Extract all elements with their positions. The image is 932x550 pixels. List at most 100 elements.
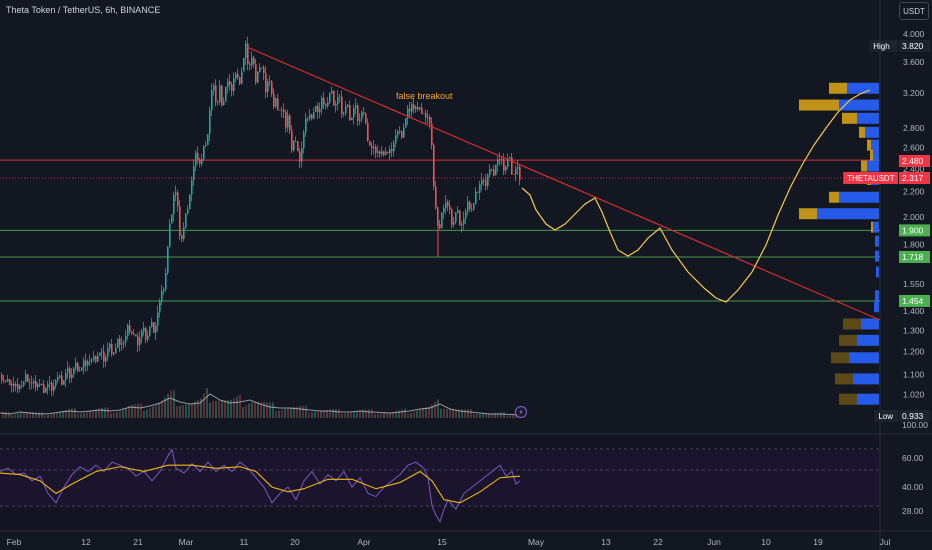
candle-body bbox=[515, 168, 517, 175]
candle-body bbox=[233, 78, 235, 92]
candle-body bbox=[47, 384, 49, 388]
volume-bar bbox=[23, 412, 25, 418]
candle-body bbox=[39, 384, 41, 386]
volume-bar bbox=[278, 410, 280, 418]
volume-bar bbox=[353, 411, 355, 418]
candle-body bbox=[217, 101, 219, 103]
candle-body bbox=[485, 180, 487, 187]
candle-body bbox=[257, 71, 259, 83]
candle-body bbox=[67, 368, 69, 373]
volume-bar bbox=[344, 413, 346, 418]
candle-body bbox=[469, 201, 471, 209]
candle-body bbox=[231, 84, 233, 92]
candle-body bbox=[409, 108, 411, 112]
candle-body bbox=[303, 132, 305, 149]
candle-body bbox=[315, 105, 317, 112]
volume-bar bbox=[395, 411, 397, 418]
candle-body bbox=[461, 224, 463, 226]
candle-body bbox=[297, 141, 299, 152]
candle-body bbox=[267, 81, 269, 93]
candle-body bbox=[87, 361, 89, 366]
profile-bar-up-4 bbox=[871, 139, 879, 151]
volume-bar bbox=[302, 405, 304, 418]
candle-body bbox=[121, 343, 123, 345]
candle-body bbox=[499, 159, 501, 161]
price-tick-label: 2.200 bbox=[903, 187, 925, 197]
candle-body bbox=[131, 331, 133, 334]
time-tick-label: Mar bbox=[179, 537, 194, 547]
profile-bar-up-8 bbox=[839, 191, 879, 203]
candle-body bbox=[389, 149, 391, 154]
volume-bar bbox=[479, 413, 481, 418]
volume-ma-line bbox=[0, 393, 521, 416]
candle-body bbox=[361, 112, 363, 120]
candle-body bbox=[263, 68, 265, 73]
volume-bar bbox=[503, 412, 505, 418]
volume-bar bbox=[305, 405, 307, 418]
volume-bar bbox=[77, 413, 79, 418]
volume-bar bbox=[59, 411, 61, 418]
candle-body bbox=[505, 166, 507, 171]
candle-body bbox=[407, 108, 409, 119]
candle-body bbox=[201, 159, 203, 164]
volume-bar bbox=[311, 412, 313, 418]
candle-body bbox=[343, 113, 345, 115]
volume-bar bbox=[65, 410, 67, 418]
volume-bar bbox=[509, 415, 511, 418]
candle-body bbox=[115, 347, 117, 353]
price-tick-label: 2.600 bbox=[903, 143, 925, 153]
volume-bar bbox=[470, 409, 472, 418]
price-tick-label: 1.550 bbox=[903, 279, 925, 289]
candle-body bbox=[265, 72, 267, 93]
candle-body bbox=[517, 167, 519, 169]
volume-bar bbox=[275, 411, 277, 418]
time-tick-label: 20 bbox=[290, 537, 300, 547]
volume-bar bbox=[425, 407, 427, 418]
candle-body bbox=[111, 344, 113, 355]
volume-bar bbox=[83, 412, 85, 418]
volume-bar bbox=[122, 409, 124, 418]
profile-bar-up-18 bbox=[849, 352, 879, 364]
candle-body bbox=[175, 192, 177, 196]
volume-bar bbox=[416, 410, 418, 418]
candle-body bbox=[49, 382, 51, 385]
candle-body bbox=[373, 146, 375, 149]
candle-body bbox=[125, 336, 127, 343]
volume-bar bbox=[299, 406, 301, 418]
volume-bar bbox=[134, 404, 136, 418]
candle-body bbox=[183, 227, 185, 240]
candle-body bbox=[281, 110, 283, 111]
candle-body bbox=[451, 209, 453, 225]
candle-body bbox=[43, 384, 45, 393]
volume-bar bbox=[95, 409, 97, 418]
volume-bar bbox=[497, 412, 499, 418]
volume-bar bbox=[233, 398, 235, 418]
candle-body bbox=[427, 116, 429, 118]
time-tick-label: 13 bbox=[601, 537, 611, 547]
candle-body bbox=[417, 107, 419, 110]
candle-body bbox=[219, 85, 221, 103]
profile-bar-down-2 bbox=[842, 112, 857, 124]
time-tick-label: May bbox=[528, 537, 545, 547]
candle-body bbox=[85, 360, 87, 366]
candle-body bbox=[89, 360, 91, 362]
candle-body bbox=[383, 151, 385, 155]
volume-bar bbox=[443, 408, 445, 418]
profile-bar-up-6 bbox=[867, 160, 879, 172]
rsi-line bbox=[0, 448, 521, 523]
volume-bar bbox=[263, 402, 265, 418]
volume-bar bbox=[158, 402, 160, 418]
volume-bar bbox=[467, 409, 469, 418]
volume-bar bbox=[215, 400, 217, 418]
currency-button[interactable]: USDT bbox=[899, 2, 929, 20]
candle-body bbox=[65, 372, 67, 381]
candle-body bbox=[195, 152, 197, 167]
candle-body bbox=[439, 224, 441, 229]
candle-body bbox=[277, 98, 279, 111]
profile-bar-down-1 bbox=[799, 99, 839, 111]
candle-body bbox=[29, 381, 31, 383]
marker-value-bg-4 bbox=[899, 250, 930, 263]
volume-bar bbox=[14, 414, 16, 418]
volume-bar bbox=[512, 415, 514, 418]
